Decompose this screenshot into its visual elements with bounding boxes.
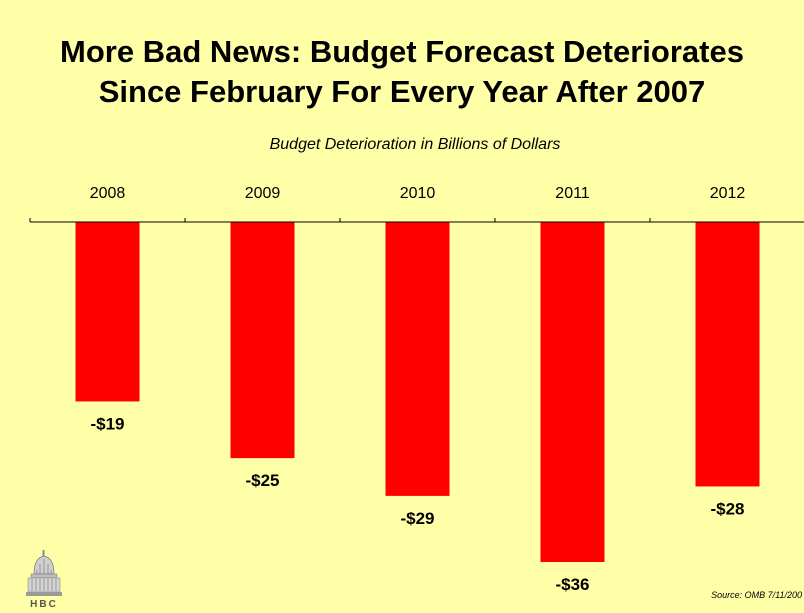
x-tick-label-2008: 2008 <box>90 185 126 202</box>
bar-2009 <box>230 222 295 459</box>
x-tick-label-2010: 2010 <box>400 185 436 202</box>
source-note: Source: OMB 7/11/200 <box>711 590 802 600</box>
logo-text: HBC <box>30 599 58 608</box>
slide-title: More Bad News: Budget Forecast Deteriora… <box>0 32 804 112</box>
bar-2012 <box>695 222 760 487</box>
x-axis <box>29 218 804 223</box>
bar-2011 <box>540 222 605 562</box>
data-label-2008: -$19 <box>90 414 124 433</box>
data-label-2011: -$36 <box>555 575 589 594</box>
chart-subtitle: Budget Deterioration in Billions of Doll… <box>269 136 561 153</box>
data-label-2010: -$29 <box>400 509 434 528</box>
bar-2010 <box>385 222 450 496</box>
labels-layer: 2008 -$19 2009 -$25 2010 -$29 2011 -$36 2012 -$28 <box>90 185 746 594</box>
data-label-2012: -$28 <box>710 499 744 518</box>
title-line-2: Since February For Every Year After 2007 <box>98 74 706 109</box>
x-tick-label-2011: 2011 <box>555 185 590 202</box>
hbc-logo: HBC <box>26 550 62 610</box>
data-label-2009: -$25 <box>245 471 279 490</box>
title-line-1: More Bad News: Budget Forecast Deteriora… <box>60 34 744 69</box>
x-tick-label-2012: 2012 <box>710 185 746 202</box>
capitol-dome-icon: HBC <box>26 550 62 610</box>
bar-2008 <box>75 222 140 402</box>
bars-layer <box>75 222 760 562</box>
x-tick-label-2009: 2009 <box>245 185 281 202</box>
